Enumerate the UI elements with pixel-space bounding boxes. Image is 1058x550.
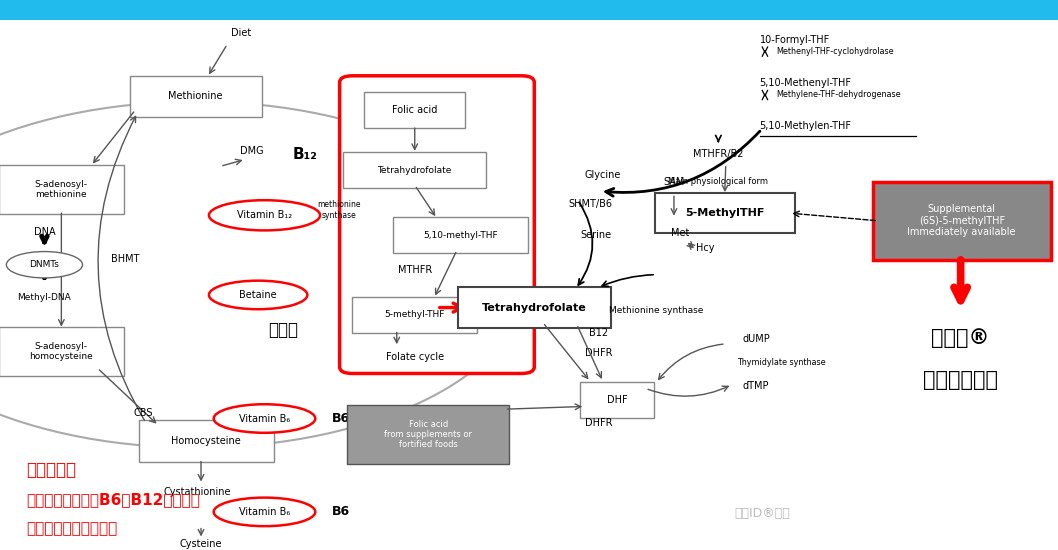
Text: Vitamin B₁₂: Vitamin B₁₂	[237, 210, 292, 221]
FancyBboxPatch shape	[343, 152, 487, 188]
FancyBboxPatch shape	[580, 382, 654, 417]
FancyBboxPatch shape	[655, 194, 795, 233]
Text: DHF: DHF	[606, 395, 627, 405]
Ellipse shape	[6, 251, 83, 278]
FancyBboxPatch shape	[873, 182, 1051, 260]
Text: Supplemental
(6S)-5-methylTHF
Immediately available: Supplemental (6S)-5-methylTHF Immediatel…	[908, 204, 1016, 238]
FancyBboxPatch shape	[365, 92, 466, 128]
FancyBboxPatch shape	[347, 405, 509, 464]
Text: DMG: DMG	[240, 146, 263, 156]
Text: Homocysteine: Homocysteine	[171, 436, 241, 446]
FancyBboxPatch shape	[0, 0, 1058, 20]
Text: MTHFR: MTHFR	[398, 265, 432, 275]
Text: BHMT: BHMT	[111, 254, 139, 264]
Text: S-adenosyl-
methionine: S-adenosyl- methionine	[35, 180, 88, 199]
FancyBboxPatch shape	[0, 166, 124, 213]
Text: SHMT/B6: SHMT/B6	[568, 199, 613, 210]
Text: Methylene-THF-dehydrogenase: Methylene-THF-dehydrogenase	[777, 90, 901, 99]
FancyBboxPatch shape	[352, 297, 477, 333]
Text: dTMP: dTMP	[743, 381, 769, 390]
Text: Folic acid
from supplements or
fortified foods: Folic acid from supplements or fortified…	[384, 420, 473, 449]
Text: 5-MethylTHF: 5-MethylTHF	[685, 208, 765, 218]
FancyBboxPatch shape	[457, 287, 612, 328]
Text: Methionine: Methionine	[168, 91, 223, 101]
Text: 皋稻ID®酱酱: 皋稻ID®酱酱	[734, 507, 789, 520]
Text: Diet: Diet	[231, 28, 252, 38]
Text: 甜菜碱: 甜菜碱	[269, 321, 298, 339]
Text: Folic acid: Folic acid	[393, 105, 437, 115]
Text: Vitamin B₆: Vitamin B₆	[239, 507, 290, 517]
Text: methionine
synthase: methionine synthase	[316, 200, 361, 219]
Text: Vitamin B₆: Vitamin B₆	[239, 414, 290, 424]
Text: 10-Formyl-THF: 10-Formyl-THF	[760, 35, 829, 45]
Text: 医维他®: 医维他®	[931, 328, 990, 348]
Ellipse shape	[209, 200, 321, 230]
Text: Thymidylate synthase: Thymidylate synthase	[737, 358, 826, 367]
Text: Glycine: Glycine	[585, 169, 621, 180]
Text: B₁₂: B₁₂	[292, 147, 317, 162]
Text: Folate cycle: Folate cycle	[386, 352, 443, 362]
Text: B6: B6	[331, 412, 350, 425]
Text: MTHFR/B2: MTHFR/B2	[693, 149, 744, 159]
FancyBboxPatch shape	[0, 327, 124, 376]
Text: B6: B6	[331, 505, 350, 519]
Text: 5,10-methyl-THF: 5,10-methyl-THF	[423, 230, 497, 240]
Text: Cystathionine: Cystathionine	[163, 487, 231, 497]
Text: DNA: DNA	[34, 227, 55, 237]
Text: B12: B12	[589, 328, 608, 338]
FancyBboxPatch shape	[139, 420, 274, 461]
Text: dUMP: dUMP	[743, 334, 770, 344]
Ellipse shape	[214, 498, 315, 526]
Text: DHFR: DHFR	[585, 418, 613, 428]
Text: Met: Met	[671, 228, 690, 238]
Text: Methionine synthase: Methionine synthase	[608, 306, 704, 315]
Text: Betaine: Betaine	[239, 290, 277, 300]
FancyBboxPatch shape	[129, 75, 262, 117]
Text: CBS: CBS	[133, 408, 152, 418]
FancyBboxPatch shape	[340, 76, 534, 373]
Text: 双通路降同，快速高效: 双通路降同，快速高效	[26, 521, 117, 536]
Text: 5-methyl-THF: 5-methyl-THF	[384, 310, 445, 319]
Text: SAM: SAM	[663, 177, 685, 188]
Text: Tetrahydrofolate: Tetrahydrofolate	[378, 166, 452, 175]
Ellipse shape	[208, 280, 307, 309]
Text: DHFR: DHFR	[585, 348, 613, 358]
Text: DNMTs: DNMTs	[30, 260, 59, 270]
Text: 果蔬活性叶酸: 果蔬活性叶酸	[924, 370, 998, 390]
Text: 医学维他命: 医学维他命	[26, 460, 76, 478]
Text: Serine: Serine	[580, 230, 612, 240]
Text: Methenyl-THF-cyclohydrolase: Methenyl-THF-cyclohydrolase	[777, 47, 894, 56]
Text: 5,10-Methylen-THF: 5,10-Methylen-THF	[760, 122, 852, 131]
FancyBboxPatch shape	[393, 217, 528, 253]
Text: 5,10-Methenyl-THF: 5,10-Methenyl-THF	[760, 79, 852, 89]
Text: 活性叶酸＋维生素B6＋B12＋甜菜碱: 活性叶酸＋维生素B6＋B12＋甜菜碱	[26, 492, 200, 507]
Text: Hcy: Hcy	[696, 243, 715, 253]
Ellipse shape	[214, 404, 315, 433]
Text: S-adenosyl-
homocysteine: S-adenosyl- homocysteine	[30, 342, 93, 361]
Text: Methyl-DNA: Methyl-DNA	[18, 293, 71, 302]
Text: Main physiological form: Main physiological form	[669, 177, 768, 186]
Text: Cysteine: Cysteine	[180, 539, 222, 549]
Text: Tetrahydrofolate: Tetrahydrofolate	[481, 302, 587, 312]
